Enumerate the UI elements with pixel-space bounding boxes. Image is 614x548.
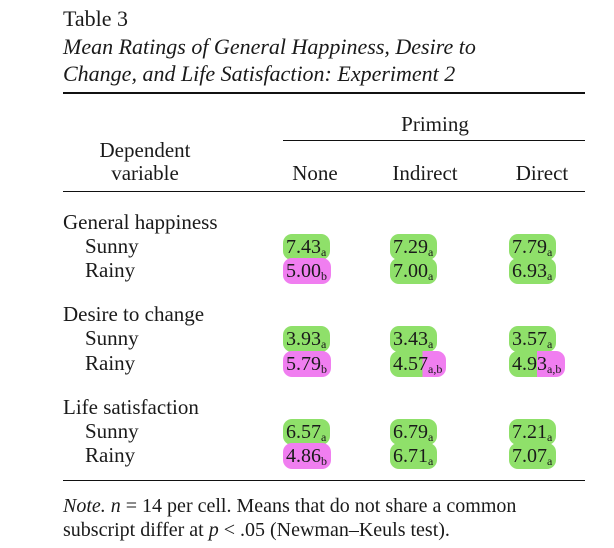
section-title: General happiness xyxy=(63,210,218,234)
table-cell: 7.07a xyxy=(509,443,557,469)
table-title-line-1: Mean Ratings of General Happiness, Desir… xyxy=(63,34,476,59)
table-cell: 7.21a xyxy=(509,419,557,445)
table-cell: 3.57a xyxy=(509,326,557,352)
table-cell: 3.43a xyxy=(390,326,438,352)
table-cell: 7.43a xyxy=(283,234,331,260)
table-cell: 6.93a xyxy=(509,258,557,284)
table-cell: 5.79b xyxy=(283,351,331,377)
dv-header-line-1: Dependent xyxy=(99,138,191,162)
col-header-direct: Direct xyxy=(515,161,569,185)
table-cell: 7.79a xyxy=(509,234,557,260)
table-cell: 6.57a xyxy=(283,419,331,445)
table-cell: 3.93a xyxy=(283,326,331,352)
dv-header-line-2: variable xyxy=(111,161,179,185)
table-cell: 5.00b xyxy=(283,258,331,284)
col-group-header: Priming xyxy=(401,112,469,136)
table-cell: 7.29a xyxy=(390,234,438,260)
section-title: Life satisfaction xyxy=(63,395,199,419)
row-label: Rainy xyxy=(85,258,136,282)
col-group-rule xyxy=(283,140,585,141)
table-cell: 7.00a xyxy=(390,258,438,284)
table-cell: 6.79a xyxy=(390,419,438,445)
table-title-line-2: Change, and Life Satisfaction: Experimen… xyxy=(63,61,456,86)
table-cell: 4.93a,b xyxy=(509,351,566,377)
table-cell: 4.57a,b xyxy=(390,351,447,377)
table-note-line-1: Note. n = 14 per cell. Means that do not… xyxy=(63,495,517,517)
table-note-line-2: subscript differ at p < .05 (Newman–Keul… xyxy=(63,519,450,541)
section-title: Desire to change xyxy=(63,302,205,326)
table-cell: 4.86b xyxy=(283,443,331,469)
row-label: Rainy xyxy=(85,351,136,375)
row-label: Rainy xyxy=(85,443,136,467)
row-label: Sunny xyxy=(85,419,139,443)
col-header-none: None xyxy=(292,161,338,185)
table-cell: 6.71a xyxy=(390,443,438,469)
header-rule xyxy=(63,191,585,192)
col-header-indirect: Indirect xyxy=(392,161,458,185)
row-label: Sunny xyxy=(85,234,139,258)
row-label: Sunny xyxy=(85,326,139,350)
table-number: Table 3 xyxy=(63,6,129,31)
top-rule xyxy=(63,92,585,94)
bottom-rule xyxy=(63,480,585,481)
